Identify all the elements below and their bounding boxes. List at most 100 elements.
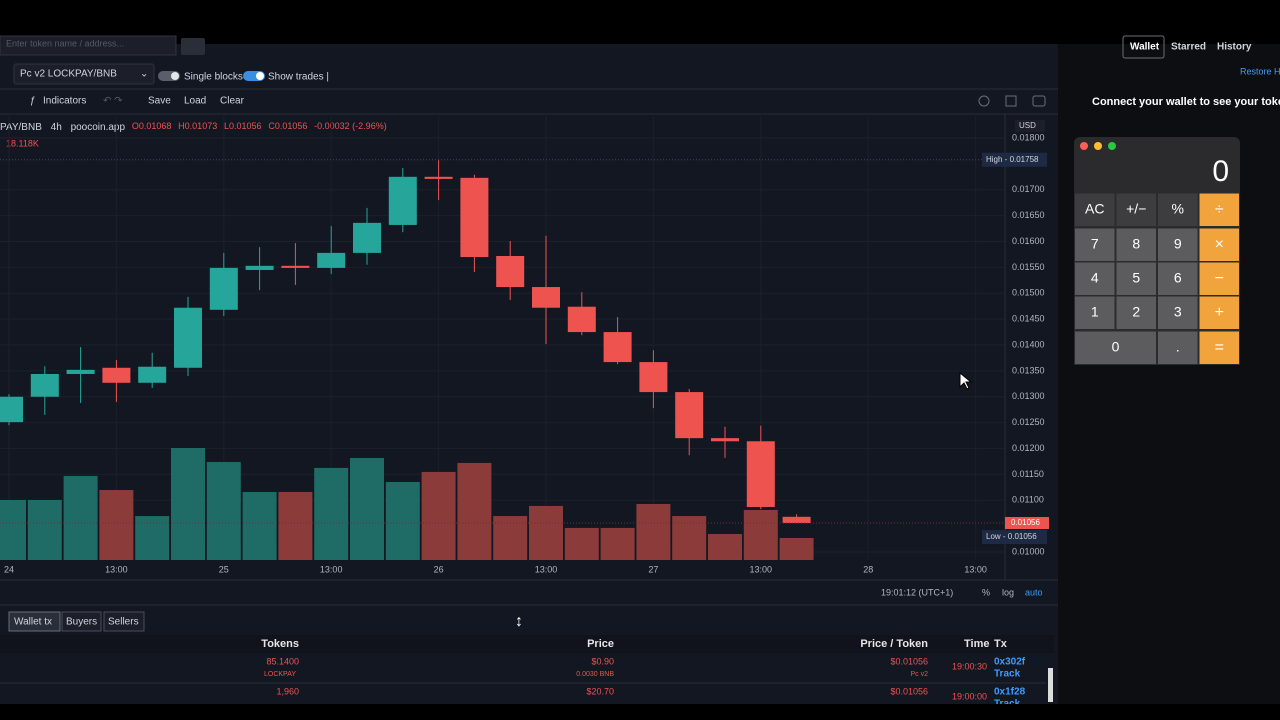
camera-icon[interactable]: [1032, 95, 1046, 107]
candle-body: [496, 255, 525, 288]
scale-option[interactable]: log: [1002, 587, 1014, 597]
sidebar-tab[interactable]: History: [1217, 42, 1252, 53]
calculator-key[interactable]: [1115, 295, 1157, 330]
sidebar-tab[interactable]: Starred: [1171, 42, 1206, 53]
ohlc: O0.01068: [132, 121, 172, 131]
fullscreen-icon[interactable]: [1005, 95, 1017, 107]
toolbar-button[interactable]: Load: [184, 96, 206, 107]
tx-link[interactable]: 0x1f28: [994, 687, 1026, 698]
volume-bar: [457, 462, 492, 560]
y-tick-label: 0.01550: [1012, 262, 1045, 272]
calculator-key-label: ÷: [1215, 201, 1224, 218]
candle-body: [675, 392, 704, 439]
x-tick-label: 28: [863, 564, 873, 574]
calculator-key[interactable]: [1074, 261, 1116, 296]
tab[interactable]: [8, 611, 61, 632]
sidebar-tab[interactable]: Wallet: [1130, 42, 1160, 53]
toolbar-button[interactable]: Save: [148, 96, 171, 107]
volume-bar: [0, 499, 26, 560]
close-button[interactable]: [1080, 142, 1088, 150]
last-price-label: 0.01056: [1011, 518, 1040, 527]
toggle-knob: [256, 72, 264, 80]
x-tick-label: 13:00: [535, 564, 558, 574]
track-link[interactable]: Track: [994, 669, 1021, 680]
cell: 19:00:00: [952, 691, 987, 701]
toolbar-button[interactable]: Indicators: [43, 96, 86, 107]
connect-message: Connect your wallet to see your token: [1092, 96, 1280, 108]
toggle-knob: [171, 72, 179, 80]
calculator-key-label: AC: [1085, 201, 1104, 217]
calculator-key[interactable]: [1115, 261, 1157, 296]
calculator-key-label: =: [1215, 339, 1224, 356]
calculator-key[interactable]: [1198, 330, 1240, 365]
y-tick-label: 0.01100: [1012, 495, 1044, 505]
calculator-key[interactable]: [1157, 330, 1199, 365]
pair-select[interactable]: [13, 63, 155, 85]
calculator-key-label: .: [1176, 339, 1180, 355]
calculator-key[interactable]: [1157, 192, 1199, 227]
currency-box[interactable]: [1015, 120, 1045, 132]
calculator-key-label: 1: [1091, 304, 1099, 320]
zoom-button[interactable]: [1108, 142, 1116, 150]
calculator-key[interactable]: [1115, 227, 1157, 262]
calculator-key[interactable]: [1074, 330, 1157, 365]
calculator-key-label: 7: [1091, 236, 1099, 252]
undo-icon[interactable]: ↶ ↷: [103, 96, 123, 107]
volume-bar: [99, 490, 134, 560]
calculator-display: 0: [1212, 155, 1229, 188]
column-header: Price / Token: [860, 638, 928, 650]
calculator-key[interactable]: [1074, 295, 1116, 330]
cell: $0.90: [591, 656, 614, 666]
column-header: Time: [964, 638, 989, 650]
search-input[interactable]: [0, 35, 177, 56]
y-tick-label: 0.01600: [1012, 236, 1045, 246]
ohlc: H0.01073: [178, 121, 217, 131]
cell-sub: 0.0030 BNB: [576, 671, 614, 678]
calculator-key[interactable]: [1198, 295, 1240, 330]
settings-icon[interactable]: [978, 95, 990, 107]
candle-body: [603, 332, 632, 363]
volume-bar: [529, 505, 563, 560]
column-header: Price: [587, 638, 614, 650]
high-label-box: [982, 152, 1047, 167]
calculator-key[interactable]: [1157, 261, 1199, 296]
calculator-key[interactable]: [1074, 192, 1116, 227]
scale-option[interactable]: auto: [1025, 587, 1043, 597]
volume-bar: [636, 504, 671, 560]
sidebar-tab-active[interactable]: [1122, 35, 1165, 59]
calculator-key[interactable]: [1115, 192, 1157, 227]
tx-link[interactable]: 0x302f: [994, 657, 1026, 668]
symbol: PAY/BNB: [0, 122, 42, 133]
cell-sub: Pc v2: [910, 671, 928, 678]
scrollbar[interactable]: [1048, 668, 1053, 702]
resize-handle[interactable]: ↕: [515, 613, 523, 630]
mouse-cursor: [959, 371, 973, 390]
tab-label: Buyers: [66, 617, 97, 628]
cell: $20.70: [586, 686, 614, 696]
minimize-button[interactable]: [1094, 142, 1102, 150]
search-placeholder: Enter token name / address...: [6, 38, 124, 48]
volume-bar: [743, 509, 778, 560]
volume-bar: [206, 461, 241, 560]
calculator-key[interactable]: [1198, 192, 1240, 227]
calculator-key-label: −: [1215, 270, 1224, 287]
calculator-key[interactable]: [1157, 295, 1199, 330]
tab-label: Sellers: [108, 617, 139, 628]
cell: $0.01056: [890, 686, 928, 696]
calculator-key[interactable]: [1157, 227, 1199, 262]
tab[interactable]: [103, 611, 145, 632]
interval: 4h: [51, 122, 62, 133]
x-tick-label: 27: [648, 564, 658, 574]
calculator-key[interactable]: [1198, 261, 1240, 296]
volume-bar: [278, 491, 313, 560]
toolbar-button[interactable]: Clear: [220, 96, 245, 107]
candle-body: [138, 366, 167, 383]
restore-link[interactable]: Restore H: [1240, 66, 1280, 76]
scale-option[interactable]: %: [982, 587, 990, 597]
tab[interactable]: [61, 611, 102, 632]
volume-bar: [63, 475, 98, 560]
search-button[interactable]: [181, 38, 205, 55]
volume-bar: [27, 499, 62, 560]
volume-bar: [350, 457, 384, 560]
